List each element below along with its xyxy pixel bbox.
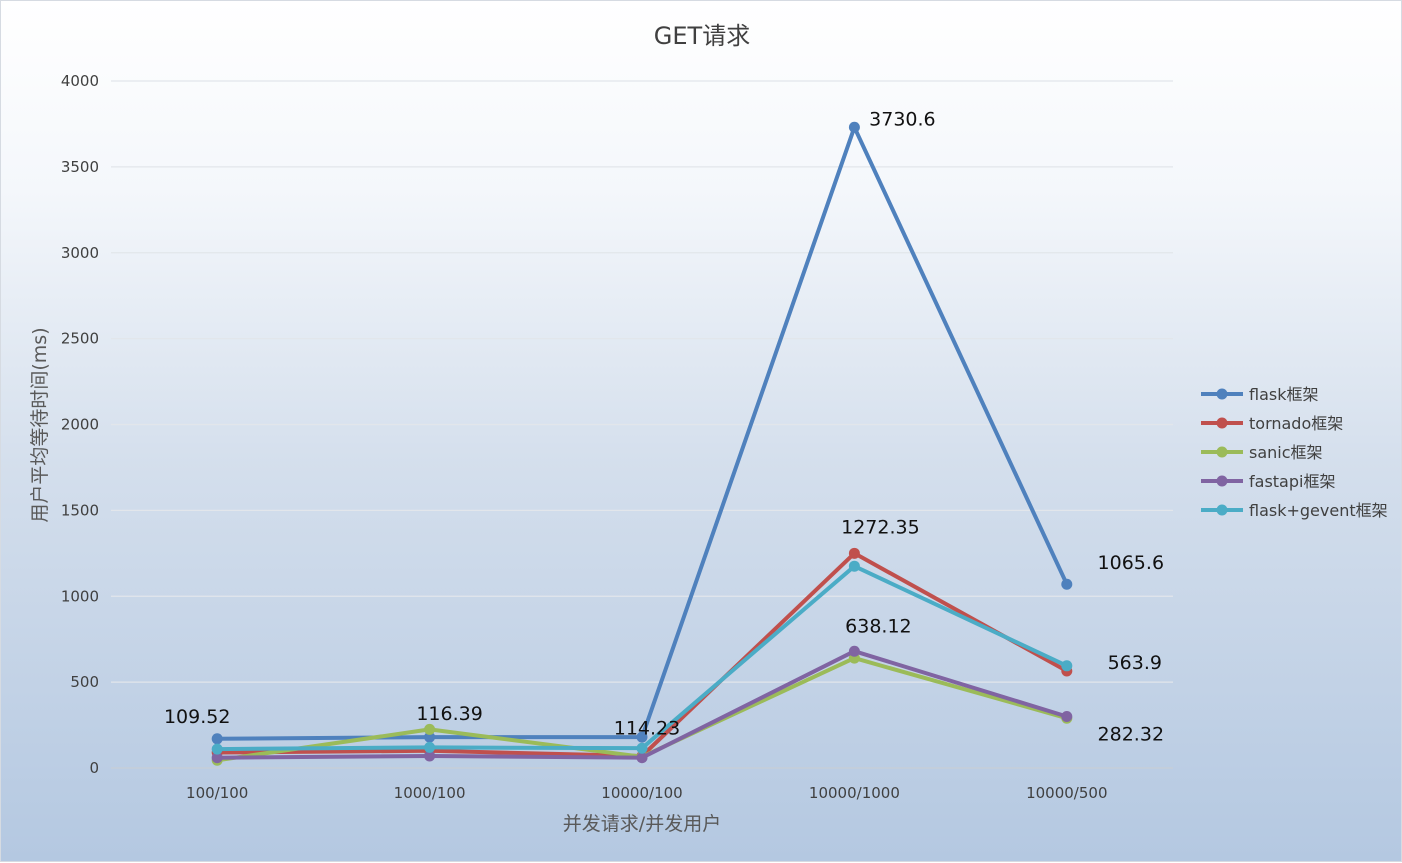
data-point — [848, 645, 860, 657]
y-tick-label: 1000 — [61, 587, 99, 605]
legend-marker — [1216, 388, 1228, 400]
data-label: 114.23 — [614, 717, 680, 739]
legend-marker — [1216, 417, 1228, 429]
data-label: 3730.6 — [869, 108, 935, 130]
data-point — [1061, 660, 1073, 672]
data-point — [424, 750, 436, 762]
y-tick-label: 3500 — [61, 158, 99, 176]
y-tick-label: 500 — [70, 673, 99, 691]
data-label: 563.9 — [1108, 652, 1162, 674]
data-label: 1272.35 — [841, 516, 920, 538]
data-point — [636, 731, 648, 743]
series-line-0 — [215, 125, 1069, 741]
legend-entry: flask+gevent框架 — [1249, 501, 1388, 520]
legend-marker — [1216, 446, 1228, 458]
data-point — [211, 733, 223, 745]
data-point — [848, 560, 860, 572]
y-tick-label: 2000 — [61, 416, 99, 434]
data-point — [424, 731, 436, 743]
x-tick-label: 10000/500 — [1026, 784, 1107, 802]
y-tick-label: 1500 — [61, 501, 99, 519]
data-label: 638.12 — [845, 615, 911, 637]
data-point — [848, 121, 860, 133]
data-label: 282.32 — [1098, 724, 1164, 746]
legend-marker — [1216, 504, 1228, 516]
y-tick-label: 4000 — [61, 72, 99, 90]
legend-entry: tornado框架 — [1249, 414, 1343, 433]
data-label: 116.39 — [416, 703, 482, 725]
data-point — [424, 741, 436, 753]
x-tick-label: 100/100 — [186, 784, 248, 802]
chart-title: GET请求 — [654, 22, 750, 50]
data-point — [1061, 710, 1073, 722]
data-label: 1065.6 — [1098, 552, 1164, 574]
data-point — [1061, 578, 1073, 590]
data-point — [211, 752, 223, 764]
data-point — [848, 547, 860, 559]
x-axis-title: 并发请求/并发用户 — [563, 813, 721, 835]
y-axis-title: 用户平均等待时间(ms) — [29, 327, 51, 522]
legend-entry: sanic框架 — [1249, 443, 1323, 462]
y-tick-label: 2500 — [61, 330, 99, 348]
data-point — [211, 743, 223, 755]
data-label: 109.52 — [164, 706, 230, 728]
x-tick-label: 10000/1000 — [809, 784, 900, 802]
x-tick-label: 10000/100 — [601, 784, 682, 802]
y-tick-label: 0 — [89, 759, 99, 777]
y-tick-label: 3000 — [61, 244, 99, 262]
data-point — [636, 742, 648, 754]
data-point — [424, 723, 436, 735]
x-tick-label: 1000/100 — [394, 784, 466, 802]
legend-entry: fastapi框架 — [1249, 472, 1335, 491]
data-point — [636, 752, 648, 764]
legend-entry: flask框架 — [1249, 385, 1319, 404]
legend-marker — [1216, 475, 1228, 487]
